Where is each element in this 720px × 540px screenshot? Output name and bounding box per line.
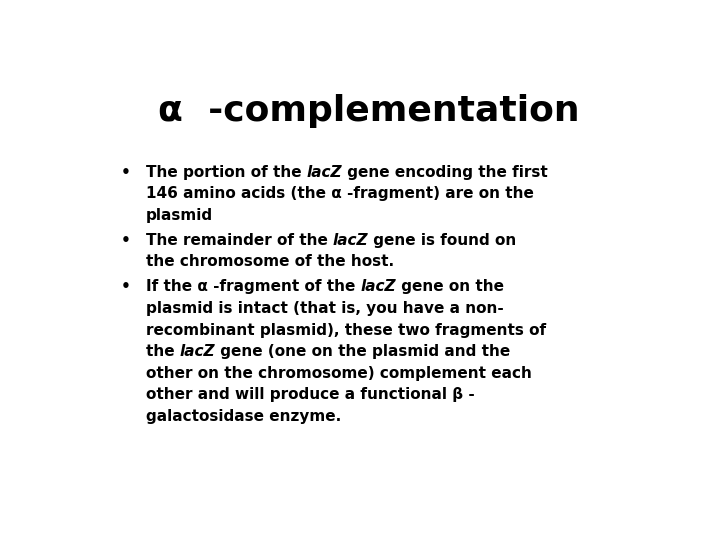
- Text: plasmid is intact (that is, you have a non-: plasmid is intact (that is, you have a n…: [145, 301, 503, 316]
- Text: plasmid: plasmid: [145, 208, 213, 223]
- Text: 146 amino acids (the α -fragment) are on the: 146 amino acids (the α -fragment) are on…: [145, 186, 534, 201]
- Text: gene is found on: gene is found on: [369, 233, 517, 248]
- Text: other on the chromosome) complement each: other on the chromosome) complement each: [145, 366, 531, 381]
- Text: α  -complementation: α -complementation: [158, 94, 580, 128]
- Text: lacZ: lacZ: [307, 165, 342, 180]
- Text: galactosidase enzyme.: galactosidase enzyme.: [145, 409, 341, 424]
- Text: the: the: [145, 344, 180, 359]
- Text: •: •: [121, 279, 130, 294]
- Text: lacZ: lacZ: [333, 233, 369, 248]
- Text: other and will produce a functional β -: other and will produce a functional β -: [145, 388, 474, 402]
- Text: lacZ: lacZ: [180, 344, 215, 359]
- Text: gene encoding the first: gene encoding the first: [342, 165, 548, 180]
- Text: •: •: [121, 165, 130, 180]
- Text: gene (one on the plasmid and the: gene (one on the plasmid and the: [215, 344, 510, 359]
- Text: gene on the: gene on the: [396, 279, 504, 294]
- Text: lacZ: lacZ: [361, 279, 396, 294]
- Text: If the α -fragment of the: If the α -fragment of the: [145, 279, 361, 294]
- Text: •: •: [121, 233, 130, 248]
- Text: recombinant plasmid), these two fragments of: recombinant plasmid), these two fragment…: [145, 322, 546, 338]
- Text: The remainder of the: The remainder of the: [145, 233, 333, 248]
- Text: The portion of the: The portion of the: [145, 165, 307, 180]
- Text: the chromosome of the host.: the chromosome of the host.: [145, 254, 394, 269]
